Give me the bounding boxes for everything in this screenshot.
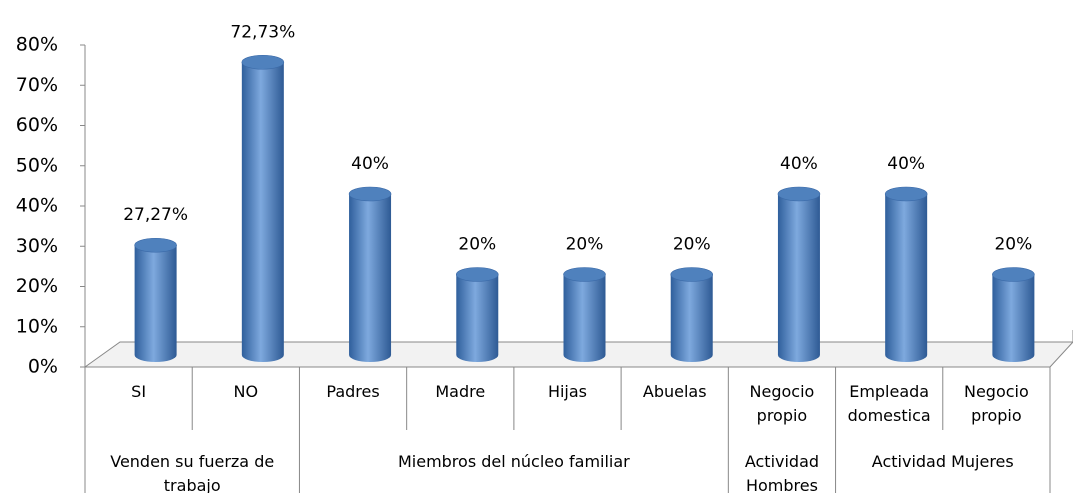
value-label: 20%: [994, 235, 1032, 255]
group-label: Actividad Hombres: [744, 452, 820, 493]
bar: [563, 267, 606, 362]
bar: [777, 186, 821, 362]
bar: [670, 267, 714, 362]
group-label: Miembros del núcleo familiar: [397, 452, 630, 471]
value-label: 20%: [673, 235, 711, 255]
y-tick-label: 50%: [16, 154, 58, 176]
bar-body: [456, 274, 499, 362]
y-tick-label: 40%: [16, 195, 58, 217]
value-label: 27,27%: [123, 205, 188, 225]
value-label: 40%: [351, 154, 389, 174]
bar: [134, 237, 177, 362]
value-label: 72,73%: [230, 22, 295, 42]
category-label: Hijas: [547, 382, 588, 401]
category-label: Madre: [435, 382, 486, 401]
bar: [241, 54, 285, 362]
y-tick-label: 70%: [16, 74, 58, 96]
category-label: Empleada domestica: [847, 382, 931, 425]
bar-top: [777, 186, 821, 202]
bar-top: [992, 267, 1035, 282]
bar-top: [348, 186, 392, 202]
category-label: Negocio propio: [749, 382, 815, 425]
bar-top: [884, 186, 928, 202]
bar-top: [563, 267, 606, 282]
bar-body: [777, 194, 820, 362]
group-label: Actividad Mujeres: [871, 452, 1014, 471]
y-tick-label: 10%: [16, 315, 58, 337]
bar-top: [134, 237, 177, 253]
bar-body: [670, 274, 713, 362]
bar-top: [241, 54, 285, 70]
category-label: SI: [131, 382, 147, 401]
value-label: 20%: [458, 235, 496, 255]
bar: [992, 267, 1035, 362]
bar-top: [455, 267, 499, 282]
bar-body: [349, 194, 392, 362]
y-tick-label: 80%: [16, 34, 58, 56]
bar-top: [670, 267, 714, 282]
bar-body: [885, 194, 928, 362]
value-label: 40%: [887, 154, 925, 174]
category-label: Abuelas: [642, 382, 707, 401]
y-tick-label: 0%: [28, 356, 58, 378]
value-label: 40%: [780, 154, 818, 174]
y-tick-label: 20%: [16, 275, 58, 297]
category-label: Negocio propio: [963, 382, 1029, 425]
category-label: Padres: [326, 382, 380, 401]
bar-body: [241, 62, 284, 362]
bar-body: [563, 274, 606, 362]
group-label: Venden su fuerza de trabajo: [110, 452, 275, 493]
value-label: 20%: [566, 235, 604, 255]
bar: [884, 186, 928, 362]
bar-body: [134, 245, 177, 362]
y-tick-label: 30%: [16, 235, 58, 257]
bar: [455, 267, 499, 362]
category-label: NO: [233, 382, 259, 401]
bar-body: [992, 274, 1035, 362]
y-tick-label: 60%: [16, 114, 58, 136]
bar: [348, 186, 392, 362]
